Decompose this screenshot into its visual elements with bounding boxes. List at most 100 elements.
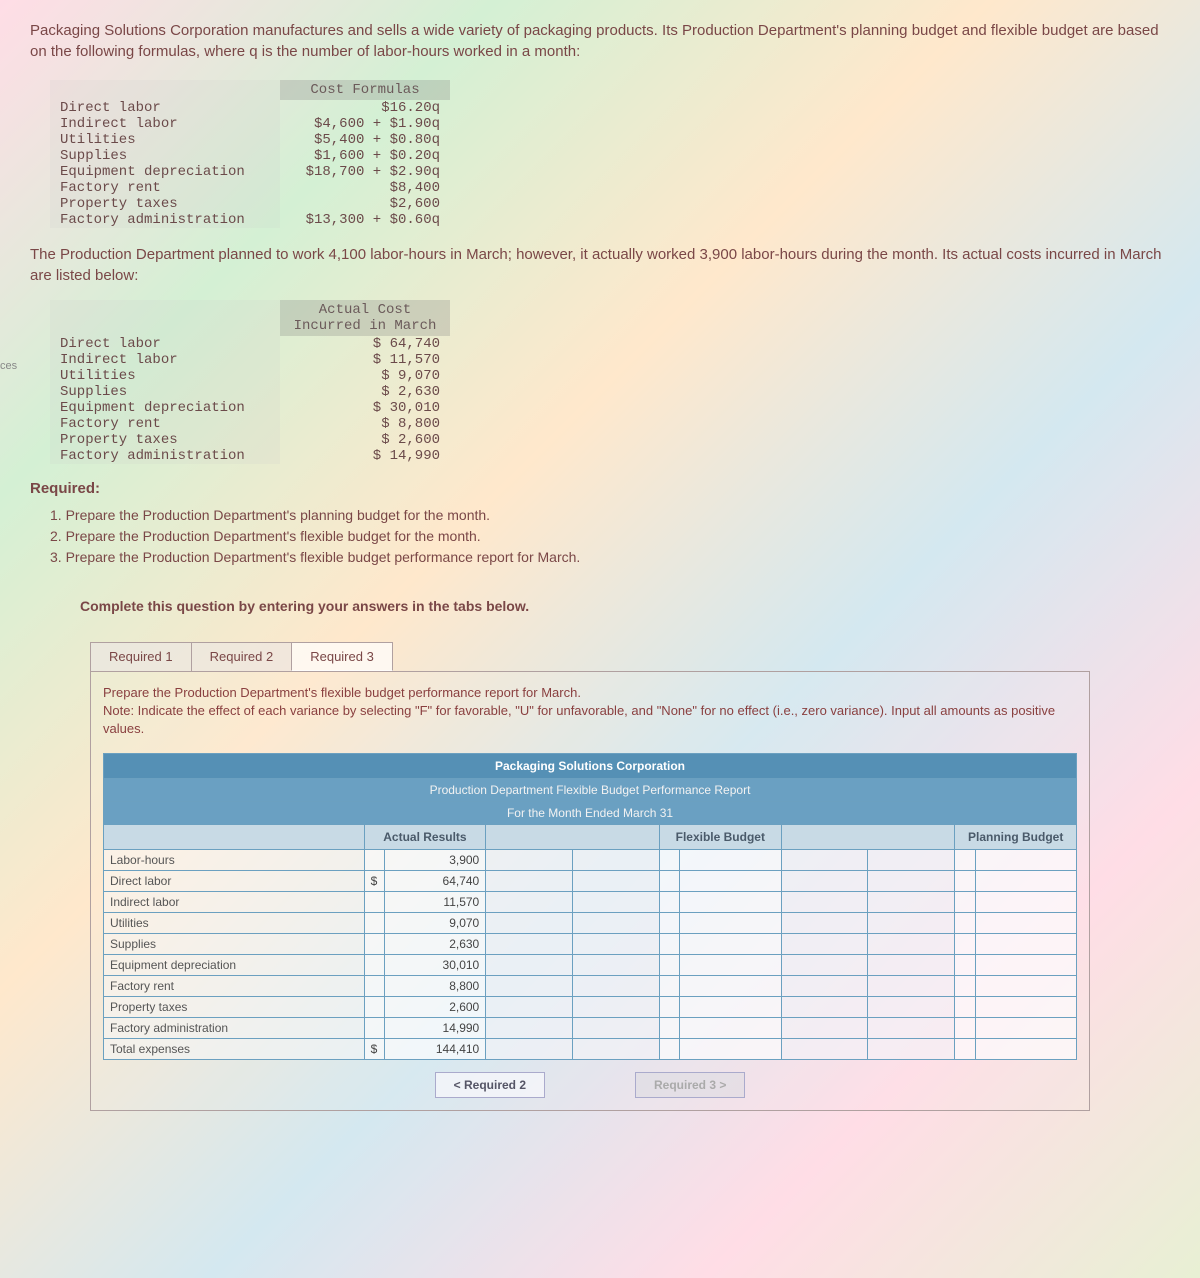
row-actual-value[interactable]: 14,990 <box>384 1017 485 1038</box>
row-label: Direct labor <box>104 870 365 891</box>
row-variance1-fu[interactable] <box>573 954 660 975</box>
row-flex-value[interactable] <box>680 891 781 912</box>
row-plan-value[interactable] <box>975 933 1076 954</box>
row-variance2-input[interactable] <box>781 996 868 1017</box>
row-variance2-input[interactable] <box>781 870 868 891</box>
row-currency <box>364 975 384 996</box>
row-variance1-input[interactable] <box>486 975 573 996</box>
row-variance2-fu[interactable] <box>868 870 955 891</box>
row-flex-value[interactable] <box>680 1038 781 1059</box>
row-variance1-input[interactable] <box>486 1038 573 1059</box>
row-variance1-input[interactable] <box>486 996 573 1017</box>
row-actual-value[interactable]: 9,070 <box>384 912 485 933</box>
row-variance1-fu[interactable] <box>573 1038 660 1059</box>
row-currency <box>364 912 384 933</box>
tab-required-2[interactable]: Required 2 <box>191 642 293 671</box>
row-plan-value[interactable] <box>975 996 1076 1017</box>
row-variance1-fu[interactable] <box>573 1017 660 1038</box>
cost-formula-table: Cost Formulas Direct labor$16.20qIndirec… <box>50 80 450 228</box>
row-currency <box>364 954 384 975</box>
row-actual-value[interactable]: 3,900 <box>384 849 485 870</box>
row-currency: $ <box>364 1038 384 1059</box>
row-variance1-fu[interactable] <box>573 870 660 891</box>
row-variance1-input[interactable] <box>486 954 573 975</box>
row-variance2-fu[interactable] <box>868 891 955 912</box>
row-variance2-input[interactable] <box>781 849 868 870</box>
row-variance2-input[interactable] <box>781 1017 868 1038</box>
formula-row-value: $16.20q <box>280 100 450 116</box>
instruction-bar: Complete this question by entering your … <box>30 588 1170 624</box>
performance-report-table: Packaging Solutions Corporation Producti… <box>103 753 1077 1060</box>
row-actual-value[interactable]: 64,740 <box>384 870 485 891</box>
row-variance1-input[interactable] <box>486 849 573 870</box>
row-flex-value[interactable] <box>680 933 781 954</box>
actual-cost-table: Actual Cost Incurred in March Direct lab… <box>50 300 450 464</box>
row-variance2-input[interactable] <box>781 891 868 912</box>
row-plan-value[interactable] <box>975 975 1076 996</box>
row-variance2-fu[interactable] <box>868 1017 955 1038</box>
row-variance1-input[interactable] <box>486 1017 573 1038</box>
row-variance1-input[interactable] <box>486 933 573 954</box>
row-variance2-fu[interactable] <box>868 975 955 996</box>
row-variance1-input[interactable] <box>486 891 573 912</box>
tab-required-1[interactable]: Required 1 <box>90 642 192 671</box>
row-plan-value[interactable] <box>975 849 1076 870</box>
row-variance2-input[interactable] <box>781 933 868 954</box>
formula-row-value: $5,400 + $0.80q <box>280 132 450 148</box>
row-variance1-fu[interactable] <box>573 933 660 954</box>
row-flex-value[interactable] <box>680 954 781 975</box>
row-variance2-input[interactable] <box>781 954 868 975</box>
row-label: Indirect labor <box>104 891 365 912</box>
actual-row-label: Supplies <box>50 384 280 400</box>
actual-row-value: $ 14,990 <box>280 448 450 464</box>
row-actual-value[interactable]: 2,630 <box>384 933 485 954</box>
row-variance2-input[interactable] <box>781 975 868 996</box>
row-flex-value[interactable] <box>680 912 781 933</box>
row-flex-value[interactable] <box>680 996 781 1017</box>
row-variance1-fu[interactable] <box>573 996 660 1017</box>
row-label: Supplies <box>104 933 365 954</box>
row-actual-value[interactable]: 30,010 <box>384 954 485 975</box>
row-variance1-input[interactable] <box>486 912 573 933</box>
row-flex-value[interactable] <box>680 849 781 870</box>
row-variance2-input[interactable] <box>781 1038 868 1059</box>
para-2: The Production Department planned to wor… <box>30 244 1170 286</box>
row-actual-value[interactable]: 144,410 <box>384 1038 485 1059</box>
row-flex-value[interactable] <box>680 975 781 996</box>
actual-row-value: $ 9,070 <box>280 368 450 384</box>
row-currency <box>364 891 384 912</box>
row-flex-value[interactable] <box>680 1017 781 1038</box>
row-variance1-fu[interactable] <box>573 849 660 870</box>
actual-row-label: Factory rent <box>50 416 280 432</box>
row-flex-value[interactable] <box>680 870 781 891</box>
row-plan-value[interactable] <box>975 870 1076 891</box>
row-actual-value[interactable]: 8,800 <box>384 975 485 996</box>
row-variance2-fu[interactable] <box>868 1038 955 1059</box>
actual-row-label: Equipment depreciation <box>50 400 280 416</box>
row-variance2-fu[interactable] <box>868 912 955 933</box>
row-variance1-fu[interactable] <box>573 912 660 933</box>
row-plan-value[interactable] <box>975 912 1076 933</box>
table-row: Supplies 2,630 <box>104 933 1077 954</box>
row-plan-value[interactable] <box>975 1038 1076 1059</box>
prev-button[interactable]: < Required 2 <box>435 1072 545 1098</box>
formula-row-value: $13,300 + $0.60q <box>280 212 450 228</box>
tab-required-3[interactable]: Required 3 <box>291 642 393 671</box>
row-variance2-fu[interactable] <box>868 849 955 870</box>
row-variance2-fu[interactable] <box>868 954 955 975</box>
row-variance2-fu[interactable] <box>868 933 955 954</box>
row-variance1-input[interactable] <box>486 870 573 891</box>
row-actual-value[interactable]: 2,600 <box>384 996 485 1017</box>
row-plan-value[interactable] <box>975 954 1076 975</box>
row-variance1-fu[interactable] <box>573 975 660 996</box>
actual-header: Actual Cost Incurred in March <box>280 300 450 336</box>
row-plan-value[interactable] <box>975 891 1076 912</box>
row-label: Utilities <box>104 912 365 933</box>
row-variance2-fu[interactable] <box>868 996 955 1017</box>
row-variance1-fu[interactable] <box>573 891 660 912</box>
table-row: Factory administration14,990 <box>104 1017 1077 1038</box>
row-label: Factory rent <box>104 975 365 996</box>
row-actual-value[interactable]: 11,570 <box>384 891 485 912</box>
row-plan-value[interactable] <box>975 1017 1076 1038</box>
row-variance2-input[interactable] <box>781 912 868 933</box>
